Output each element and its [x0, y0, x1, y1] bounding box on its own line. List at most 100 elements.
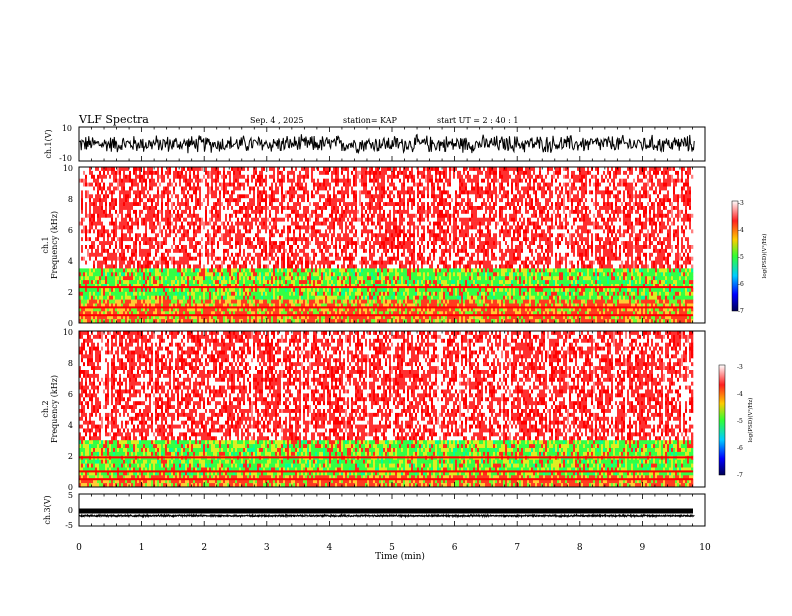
- spec1-cell: [131, 272, 133, 276]
- spec1-cell: [89, 241, 91, 245]
- spec1-cell: [81, 261, 83, 265]
- spec1-cell: [97, 268, 99, 272]
- spec1-cell: [103, 229, 105, 233]
- spec1-cell: [89, 268, 91, 272]
- spec1-cell: [91, 171, 93, 175]
- spec1-cell: [113, 167, 115, 171]
- spec1-cell: [107, 226, 109, 230]
- spec1-cell: [93, 261, 95, 265]
- spec1-cell: [105, 261, 107, 265]
- spec1-cell: [111, 268, 113, 272]
- spec1-cell: [129, 194, 131, 198]
- spec1-cell: [105, 268, 107, 272]
- spec1-cell: [113, 261, 115, 265]
- spec1-cell: [129, 218, 131, 222]
- spec1-cell: [125, 218, 127, 222]
- spec1-cell: [135, 241, 137, 245]
- spec1-cell: [115, 261, 117, 265]
- spec1-cell: [135, 218, 137, 222]
- spec1-cell: [123, 257, 125, 261]
- spec1-cell: [133, 206, 135, 210]
- spec1-cell: [97, 171, 99, 175]
- spec1-cell: [135, 292, 137, 296]
- spec1-cell: [83, 222, 85, 226]
- spec1-cell: [119, 202, 121, 206]
- spec1-cell: [81, 245, 83, 249]
- spec1-cell: [105, 202, 107, 206]
- spec1-cell: [81, 226, 83, 230]
- spec1-cell: [89, 222, 91, 226]
- spec1-cell: [101, 167, 103, 171]
- spec1-cell: [83, 198, 85, 202]
- spec1-cell: [133, 253, 135, 257]
- spec1-cell: [101, 183, 103, 187]
- spec1-cell: [117, 214, 119, 218]
- spec1-cell: [115, 300, 117, 304]
- spec1-cell: [87, 190, 89, 194]
- spec1-cell: [101, 265, 103, 269]
- spec1-cell: [133, 280, 135, 284]
- spec1-cell: [83, 241, 85, 245]
- spec1-cell: [127, 206, 129, 210]
- spec1-cell: [115, 292, 117, 296]
- spec1-cell: [123, 253, 125, 257]
- spec1-cell: [107, 265, 109, 269]
- spec1-cell: [107, 237, 109, 241]
- spec1-cell: [109, 233, 111, 237]
- spec1-cell: [129, 249, 131, 253]
- spec1-cell: [121, 280, 123, 284]
- spec1-cell: [87, 292, 89, 296]
- spec1-cell: [99, 276, 101, 280]
- spec1-cell: [105, 222, 107, 226]
- spec1-cell: [135, 288, 137, 292]
- spec1-cell: [133, 268, 135, 272]
- spec1-cell: [135, 179, 137, 183]
- spec1-cell: [101, 222, 103, 226]
- spec1-cell: [123, 280, 125, 284]
- spec1-cell: [123, 296, 125, 300]
- spec1-cell: [103, 183, 105, 187]
- spec1-cell: [119, 237, 121, 241]
- spec1-cell: [109, 218, 111, 222]
- spec1-cell: [85, 249, 87, 253]
- spec1-cell: [101, 198, 103, 202]
- spec1-cell: [95, 187, 97, 191]
- spec1-cell: [125, 272, 127, 276]
- spec1-cell: [133, 214, 135, 218]
- spec1-cell: [85, 222, 87, 226]
- spec1-cell: [97, 280, 99, 284]
- spec1-cell: [85, 198, 87, 202]
- spec1-cell: [125, 210, 127, 214]
- spec1-cell: [113, 237, 115, 241]
- spec1-cell: [99, 194, 101, 198]
- spec1-cell: [101, 296, 103, 300]
- spec1-cell: [101, 276, 103, 280]
- spec1-cell: [127, 249, 129, 253]
- spec1-cell: [91, 257, 93, 261]
- spec1-cell: [87, 167, 89, 171]
- spec1-cell: [109, 276, 111, 280]
- spec1-cell: [117, 268, 119, 272]
- spec1-cell: [83, 272, 85, 276]
- spec1-cell: [81, 179, 83, 183]
- spec1-cell: [113, 241, 115, 245]
- spec1-cell: [123, 261, 125, 265]
- spec1-cell: [115, 245, 117, 249]
- spec1-cell: [81, 233, 83, 237]
- spec1-cell: [133, 296, 135, 300]
- spec1-cell: [131, 292, 133, 296]
- spec1-cell: [111, 198, 113, 202]
- spec1-cell: [105, 190, 107, 194]
- spec1-cell: [85, 187, 87, 191]
- spec1-cell: [109, 222, 111, 226]
- spec1-cell: [115, 175, 117, 179]
- spec1-cell: [111, 190, 113, 194]
- spec1-cell: [123, 187, 125, 191]
- spec1-cell: [85, 268, 87, 272]
- spec1-cell: [81, 214, 83, 218]
- spec1-cell: [103, 237, 105, 241]
- spec1-cell: [127, 253, 129, 257]
- ch1-spectrogram-panel: 0 2 4 6 8 10 ch.1 Frequency (kHz): [41, 164, 705, 328]
- spec1-cell: [85, 179, 87, 183]
- spec1-cell: [83, 257, 85, 261]
